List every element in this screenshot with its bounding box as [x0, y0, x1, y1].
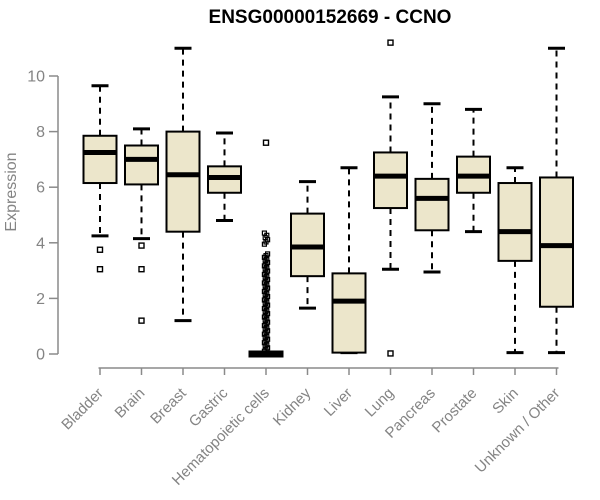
box	[373, 151, 408, 210]
outlier-point	[96, 246, 104, 253]
box	[82, 134, 118, 185]
y-tick-label: 10	[27, 69, 45, 86]
outlier-point	[138, 266, 145, 273]
y-tick-label: 0	[36, 347, 45, 364]
y-axis-label: Expression	[3, 152, 20, 231]
box	[497, 182, 533, 262]
x-category-label: Liver	[321, 385, 356, 420]
box	[539, 176, 574, 308]
outlier-point	[96, 266, 104, 273]
y-tick-label: 2	[36, 291, 45, 308]
box	[165, 130, 201, 233]
box	[414, 177, 450, 232]
x-category-label: Brain	[112, 385, 149, 422]
x-category-label: Kidney	[270, 384, 315, 429]
outlier-point	[387, 350, 394, 357]
chart-title: ENSG00000152669 - CCNO	[209, 7, 452, 28]
outlier-point	[138, 242, 145, 249]
x-category-label: Skin	[489, 385, 522, 418]
outlier-point	[265, 251, 271, 257]
x-category-label: Prostate	[429, 385, 481, 437]
collapsed-box	[248, 350, 284, 358]
x-category-label: Breast	[147, 384, 190, 427]
x-category-label: Lung	[362, 385, 398, 421]
outlier-point	[262, 139, 270, 146]
x-category-label: Bladder	[58, 385, 107, 434]
outlier-point	[261, 230, 267, 236]
y-tick-label: 4	[36, 235, 45, 252]
y-tick-label: 8	[36, 124, 45, 141]
y-tick-label: 6	[36, 180, 45, 197]
box	[331, 272, 367, 354]
outlier-point	[387, 39, 394, 46]
box	[124, 144, 159, 186]
outlier-point	[138, 317, 145, 324]
